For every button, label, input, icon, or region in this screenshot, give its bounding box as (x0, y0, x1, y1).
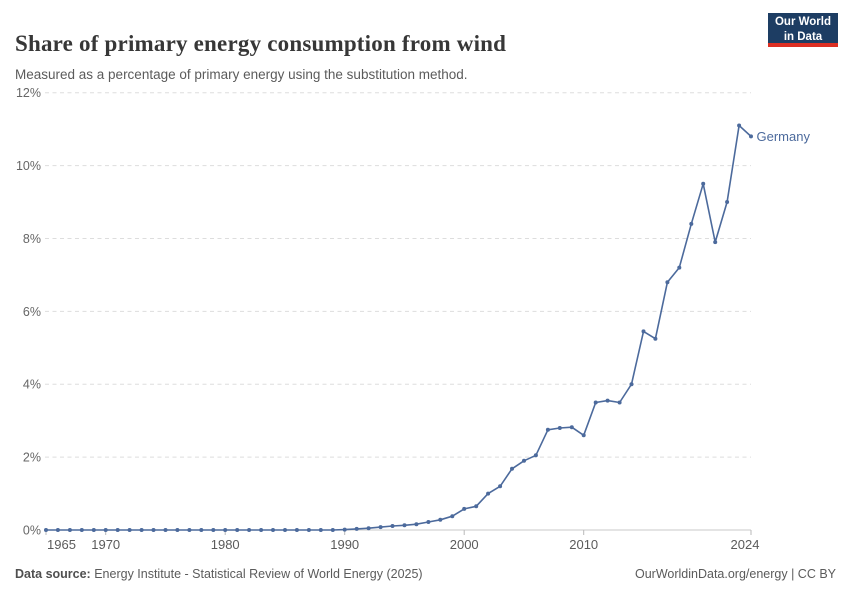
data-point[interactable] (44, 528, 48, 532)
data-point[interactable] (569, 425, 574, 430)
data-point[interactable] (426, 520, 431, 524)
owid-logo-line2: in Data (783, 30, 823, 43)
data-point[interactable] (414, 522, 419, 527)
data-point[interactable] (55, 528, 60, 532)
data-point[interactable] (199, 528, 204, 532)
y-axis-tick-label: 8% (23, 232, 41, 246)
data-point[interactable] (629, 382, 634, 387)
x-axis-tick-label: 2000 (450, 537, 479, 552)
page-title: Share of primary energy consumption from… (15, 31, 507, 57)
y-axis-tick-label: 10% (16, 159, 41, 173)
x-axis-tick-label: 1980 (211, 537, 240, 552)
data-point[interactable] (342, 527, 347, 532)
data-point[interactable] (306, 528, 311, 532)
data-point[interactable] (498, 484, 503, 489)
x-axis-tick-label: 1965 (47, 537, 76, 552)
data-point[interactable] (247, 528, 252, 532)
data-point[interactable] (175, 528, 180, 532)
data-point[interactable] (689, 221, 694, 226)
data-point[interactable] (283, 528, 287, 532)
data-point[interactable] (211, 528, 216, 532)
data-point[interactable] (259, 528, 264, 532)
data-point[interactable] (330, 528, 335, 532)
data-point[interactable] (390, 524, 395, 528)
y-axis-tick-label: 2% (23, 451, 41, 465)
data-point[interactable] (593, 400, 598, 405)
data-point[interactable] (665, 280, 670, 285)
data-point[interactable] (402, 523, 407, 528)
data-point[interactable] (103, 528, 108, 532)
data-point[interactable] (294, 528, 299, 532)
data-point[interactable] (115, 528, 120, 532)
data-point[interactable] (581, 433, 586, 438)
y-axis-tick-label: 12% (16, 86, 41, 100)
y-axis-tick-label: 0% (23, 524, 41, 538)
data-point[interactable] (271, 528, 275, 532)
data-point[interactable] (677, 265, 682, 270)
data-point[interactable] (127, 528, 132, 532)
data-point[interactable] (486, 491, 491, 496)
data-point[interactable] (474, 504, 479, 509)
data-point[interactable] (450, 514, 455, 519)
data-point[interactable] (235, 528, 240, 532)
data-point[interactable] (533, 453, 538, 458)
y-axis-tick-label: 4% (23, 378, 41, 392)
data-point[interactable] (163, 528, 168, 532)
data-point[interactable] (187, 528, 192, 532)
series-line-germany[interactable] (45, 124, 752, 531)
data-point[interactable] (91, 528, 96, 532)
data-point[interactable] (438, 517, 443, 522)
data-point[interactable] (605, 398, 610, 403)
owid-logo-line1: Our World (774, 16, 831, 28)
data-point[interactable] (653, 336, 658, 341)
x-axis-tick-label: 2024 (731, 537, 760, 552)
data-point[interactable] (557, 426, 562, 430)
data-point[interactable] (366, 526, 371, 531)
data-point[interactable] (737, 123, 742, 128)
data-point[interactable] (545, 427, 550, 432)
x-axis-tick-label: 1990 (330, 537, 359, 552)
y-axis-tick-label: 6% (23, 305, 41, 319)
data-point[interactable] (749, 134, 753, 139)
data-point[interactable] (713, 240, 718, 245)
chart-footer: Data source: Energy Institute - Statisti… (15, 567, 836, 581)
data-point[interactable] (462, 506, 467, 511)
x-axis-tick-label: 2010 (569, 537, 598, 552)
attribution-link[interactable]: OurWorldinData.org/energy | CC BY (634, 567, 836, 581)
data-point[interactable] (139, 528, 144, 532)
data-point[interactable] (522, 458, 526, 463)
data-point[interactable] (641, 329, 646, 334)
data-point[interactable] (378, 525, 383, 530)
data-source-note: Data source: Energy Institute - Statisti… (15, 567, 423, 581)
data-point[interactable] (79, 528, 84, 532)
owid-logo[interactable]: Our World in Data (768, 13, 838, 47)
data-point[interactable] (318, 528, 323, 532)
data-source-label: Data source: (15, 567, 91, 581)
series-end-label[interactable]: Germany (757, 129, 811, 144)
page-subtitle: Measured as a percentage of primary ener… (15, 66, 468, 82)
data-point[interactable] (354, 526, 359, 531)
data-point[interactable] (725, 200, 730, 204)
data-source-text: Energy Institute - Statistical Review of… (90, 567, 423, 581)
data-point[interactable] (701, 181, 706, 186)
data-point[interactable] (151, 528, 156, 532)
x-axis-tick-label: 1970 (91, 537, 120, 552)
data-point[interactable] (510, 466, 514, 471)
data-point[interactable] (67, 528, 72, 532)
data-point[interactable] (617, 400, 622, 405)
data-point[interactable] (223, 528, 228, 532)
